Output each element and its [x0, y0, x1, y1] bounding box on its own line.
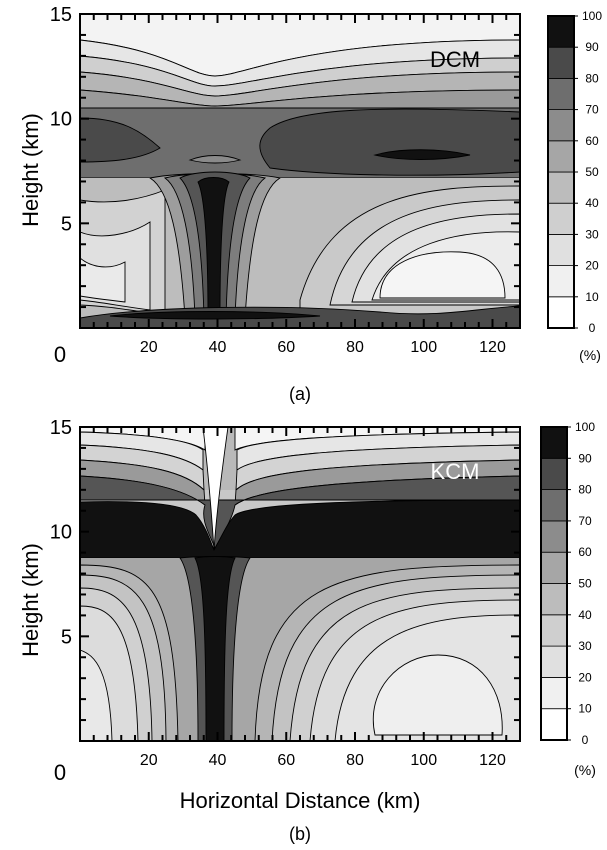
- y-tick-label: 5: [61, 213, 72, 235]
- colorbar-swatch: [547, 78, 575, 111]
- y-tick-label: 5: [61, 626, 72, 648]
- colorbar-tick-label: 10: [578, 702, 592, 716]
- colorbar-tick-label: 80: [585, 71, 599, 85]
- colorbar-swatch: [547, 109, 575, 142]
- colorbar-tick-label: 40: [585, 196, 599, 210]
- x-tick-label: 60: [277, 752, 295, 769]
- colorbar-swatch: [540, 583, 568, 616]
- colorbar-swatch: [547, 171, 575, 204]
- colorbar-swatch: [547, 202, 575, 235]
- panel-b-ticks: 0 20 40 60 80 100 120 5 10 15: [50, 417, 521, 785]
- colorbar-swatch: [547, 265, 575, 298]
- x-tick-label: 40: [209, 752, 227, 769]
- x-tick-label: 80: [346, 752, 364, 769]
- colorbar-tick-label: 20: [585, 259, 599, 273]
- y-tick-label: 10: [50, 522, 72, 544]
- panel-a-caption: (a): [289, 384, 311, 404]
- panel-b-colorbar: 0 10 20 30 40 50 60 70 80 90 100 (%): [540, 420, 596, 778]
- panel-a-colorbar: 0 10 20 30 40 50 60 70 80 90 100 (%): [547, 9, 602, 363]
- colorbar-swatch: [540, 457, 568, 490]
- panel-a-annotation: DCM: [430, 47, 480, 72]
- colorbar-tick-label: 70: [585, 103, 599, 117]
- panel-b-contours: [80, 427, 520, 741]
- colorbar-tick-label: 100: [575, 420, 595, 434]
- y-tick-label: 15: [50, 4, 72, 26]
- x-tick-label: 0: [54, 760, 66, 785]
- panel-a-contours: [80, 14, 520, 328]
- panel-a-ticks: 0 20 40 60 80 100 120 5 10 15: [50, 4, 521, 367]
- y-tick-label: 10: [50, 109, 72, 131]
- colorbar-tick-label: 80: [578, 483, 592, 497]
- panel-b-colorbar-unit: (%): [574, 762, 596, 778]
- colorbar-swatch: [540, 489, 568, 522]
- panel-a-ylabel: Height (km): [18, 113, 43, 227]
- colorbar-tick-label: 30: [585, 227, 599, 241]
- colorbar-swatch: [547, 46, 575, 79]
- y-tick-label: 15: [50, 417, 72, 439]
- colorbar-swatch: [540, 677, 568, 710]
- colorbar-tick-label: 0: [589, 321, 596, 335]
- panel-a-colorbar-unit: (%): [579, 347, 601, 363]
- x-tick-label: 120: [479, 339, 506, 356]
- panel-b-annotation: KCM: [431, 459, 480, 484]
- colorbar-tick-label: 90: [578, 451, 592, 465]
- panel-a-colorbar-swatches: 0 10 20 30 40 50 60 70 80 90 100: [547, 9, 602, 335]
- colorbar-swatch: [547, 140, 575, 173]
- x-tick-label: 20: [140, 752, 158, 769]
- colorbar-swatch: [547, 296, 575, 329]
- colorbar-tick-label: 100: [582, 9, 602, 23]
- x-tick-label: 100: [410, 339, 437, 356]
- colorbar-swatch: [540, 614, 568, 647]
- x-tick-label: 40: [209, 339, 227, 356]
- colorbar-swatch: [547, 233, 575, 266]
- panel-b-ylabel: Height (km): [18, 543, 43, 657]
- panel-b-colorbar-swatches: 0 10 20 30 40 50 60 70 80 90 100: [540, 420, 595, 747]
- colorbar-swatch: [540, 645, 568, 678]
- colorbar-swatch: [540, 426, 568, 459]
- panel-b-xlabel: Horizontal Distance (km): [180, 788, 421, 813]
- x-tick-label: 0: [54, 342, 66, 367]
- colorbar-swatch: [547, 15, 575, 48]
- x-tick-label: 60: [277, 339, 295, 356]
- colorbar-swatch: [540, 520, 568, 553]
- x-tick-label: 80: [346, 339, 364, 356]
- x-tick-label: 100: [410, 752, 437, 769]
- colorbar-tick-label: 90: [585, 40, 599, 54]
- x-tick-label: 120: [479, 752, 506, 769]
- colorbar-tick-label: 60: [585, 134, 599, 148]
- colorbar-tick-label: 20: [578, 670, 592, 684]
- colorbar-tick-label: 30: [578, 639, 592, 653]
- x-tick-label: 20: [140, 339, 158, 356]
- colorbar-tick-label: 70: [578, 514, 592, 528]
- panel-b-caption: (b): [289, 824, 311, 844]
- colorbar-swatch: [540, 708, 568, 741]
- colorbar-tick-label: 10: [585, 290, 599, 304]
- colorbar-tick-label: 50: [585, 165, 599, 179]
- colorbar-swatch: [540, 551, 568, 584]
- colorbar-tick-label: 50: [578, 577, 592, 591]
- colorbar-tick-label: 40: [578, 608, 592, 622]
- colorbar-tick-label: 60: [578, 545, 592, 559]
- colorbar-tick-label: 0: [582, 733, 589, 747]
